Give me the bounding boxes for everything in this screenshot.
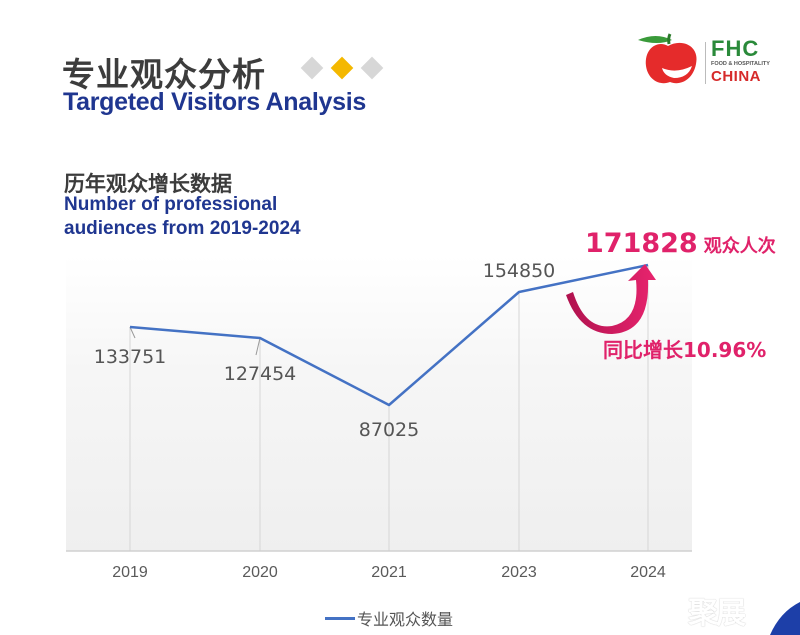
legend-label: 专业观众数量: [357, 610, 454, 629]
watermark: 聚展: [688, 596, 746, 631]
x-tick-2021: 2021: [371, 564, 407, 581]
x-tick-2023: 2023: [501, 564, 537, 581]
x-tick-2024: 2024: [630, 564, 666, 581]
data-label-2020: 127454: [223, 363, 297, 385]
x-tick-2019: 2019: [112, 564, 148, 581]
page-title-en: Targeted Visitors Analysis: [63, 88, 366, 116]
page-title-cn: 专业观众分析: [62, 55, 266, 94]
section-title-cn: 历年观众增长数据: [64, 172, 232, 196]
highlight-unit: 观众人次: [703, 236, 776, 257]
x-tick-2020: 2020: [242, 564, 278, 581]
data-label-2019: 133751: [93, 346, 167, 368]
data-label-2023: 154850: [482, 260, 556, 282]
highlight-number: 171828: [585, 228, 698, 259]
growth-rate: 同比增长10.96%: [603, 338, 767, 362]
watermark-logo-icon: [770, 602, 800, 635]
logo-divider: [705, 42, 706, 84]
section-title-en-line2: audiences from 2019-2024: [64, 218, 301, 239]
section-title-en-line1: Number of professional: [64, 194, 278, 215]
growth-arrow-icon: [566, 264, 656, 334]
chart-plot-area: [66, 255, 692, 551]
logo-brand: FHC: [711, 36, 760, 61]
highlight-value: 171828 观众人次: [585, 228, 776, 259]
apple-icon: [638, 33, 697, 84]
logo-region: CHINA: [711, 68, 761, 85]
label-leader-lines: [129, 326, 261, 356]
logo-tagline: FOOD & HOSPITALITY: [711, 61, 770, 67]
data-label-2021: 87025: [358, 419, 420, 441]
chart-legend: 专业观众数量: [325, 606, 453, 630]
fhc-logo: FHC FOOD & HOSPITALITY CHINA: [632, 28, 782, 90]
vertical-gridlines: [129, 265, 649, 551]
legend-line-icon: [325, 616, 355, 620]
series-line: [129, 263, 649, 407]
